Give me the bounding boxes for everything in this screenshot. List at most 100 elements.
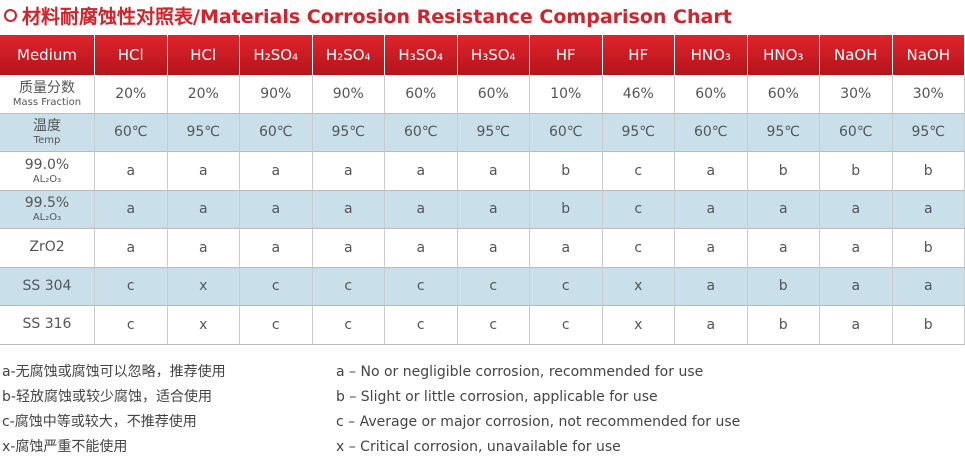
table-cell: a	[458, 191, 531, 230]
table-cell: x	[603, 268, 676, 307]
legend-item: a – No or negligible corrosion, recommen…	[336, 360, 740, 385]
table-cell: b	[530, 152, 603, 191]
header-cell: Medium	[0, 35, 95, 75]
table-cell: a	[240, 191, 313, 230]
table-cell: x	[603, 306, 676, 345]
table-cell: a	[820, 191, 893, 230]
table-cell: x	[168, 268, 241, 307]
table-cell: a	[675, 191, 748, 230]
legend-item: a-无腐蚀或腐蚀可以忽略，推荐使用	[2, 360, 226, 385]
table-cell: a	[820, 229, 893, 268]
table-cell: a	[748, 191, 821, 230]
table-cell: a	[820, 268, 893, 307]
table-cell: b	[893, 306, 965, 345]
table-cell: b	[748, 306, 821, 345]
table-cell: 90%	[240, 75, 313, 114]
table-cell: a	[893, 191, 965, 230]
table-cell: 95℃	[313, 114, 386, 153]
header-cell: HCl	[168, 35, 241, 75]
row-sublabel: Temp	[34, 135, 61, 146]
table-cell: 60℃	[820, 114, 893, 153]
table-cell: a	[168, 229, 241, 268]
table-cell: c	[603, 191, 676, 230]
row-label: ZrO2	[29, 239, 64, 256]
table-cell: 95℃	[893, 114, 965, 153]
header-cell: NaOH	[893, 35, 965, 75]
header-cell: HCl	[95, 35, 168, 75]
table-cell: c	[603, 152, 676, 191]
table-cell: a	[748, 229, 821, 268]
table-cell: a	[385, 229, 458, 268]
legend-item: c-腐蚀中等或较大，不推荐使用	[2, 410, 226, 435]
table-cell: b	[893, 229, 965, 268]
table-cell: a	[95, 152, 168, 191]
header-cell: H₂SO₄	[240, 35, 313, 75]
row-label: SS 316	[23, 316, 72, 333]
table-cell: 95℃	[458, 114, 531, 153]
header-cell: H₃SO₄	[458, 35, 531, 75]
row-label: 质量分数	[19, 80, 75, 97]
row-label-cell: 99.0%AL₂O₃	[0, 152, 95, 191]
table-cell: c	[240, 268, 313, 307]
table-cell: a	[675, 152, 748, 191]
legend-item: x-腐蚀严重不能使用	[2, 435, 226, 460]
table-cell: 60℃	[240, 114, 313, 153]
table-cell: 60%	[748, 75, 821, 114]
table-cell: 60%	[675, 75, 748, 114]
row-label-cell: ZrO2	[0, 229, 95, 268]
table-cell: c	[95, 268, 168, 307]
table-cell: c	[530, 268, 603, 307]
table-cell: 46%	[603, 75, 676, 114]
table-cell: 60%	[458, 75, 531, 114]
table-cell: a	[168, 152, 241, 191]
table-cell: 60℃	[385, 114, 458, 153]
table-cell: 60℃	[530, 114, 603, 153]
title-icon	[4, 9, 17, 22]
table-cell: a	[820, 306, 893, 345]
legend-english: a – No or negligible corrosion, recommen…	[336, 360, 740, 460]
table-cell: a	[893, 268, 965, 307]
table-cell: c	[530, 306, 603, 345]
legend-item: b-轻放腐蚀或较少腐蚀，适合使用	[2, 385, 226, 410]
header-cell: H₂SO₄	[313, 35, 386, 75]
table-cell: c	[95, 306, 168, 345]
table-cell: a	[313, 152, 386, 191]
table-cell: a	[313, 229, 386, 268]
table-cell: a	[458, 152, 531, 191]
row-label-cell: SS 304	[0, 268, 95, 307]
table-cell: a	[675, 268, 748, 307]
row-label: 99.5%	[25, 195, 69, 212]
table-cell: a	[385, 152, 458, 191]
row-sublabel: AL₂O₃	[33, 212, 61, 223]
table-cell: 95℃	[603, 114, 676, 153]
table-cell: a	[95, 191, 168, 230]
table-cell: 10%	[530, 75, 603, 114]
table-cell: c	[313, 306, 386, 345]
table-cell: 30%	[820, 75, 893, 114]
row-label: SS 304	[23, 278, 72, 295]
table-cell: c	[458, 306, 531, 345]
table-cell: 20%	[168, 75, 241, 114]
table-cell: a	[675, 229, 748, 268]
header-cell: HNO₃	[748, 35, 821, 75]
legend-item: x – Critical corrosion, unavailable for …	[336, 435, 740, 460]
legend-item: c – Average or major corrosion, not reco…	[336, 410, 740, 435]
table-cell: x	[168, 306, 241, 345]
header-cell: HNO₃	[675, 35, 748, 75]
table-cell: a	[530, 229, 603, 268]
table-cell: b	[820, 152, 893, 191]
table-cell: a	[240, 152, 313, 191]
row-label-cell: SS 316	[0, 306, 95, 345]
title-bar: 材料耐腐蚀性对照表/Materials Corrosion Resistance…	[4, 2, 732, 28]
table-cell: 60%	[385, 75, 458, 114]
row-label-cell: 99.5%AL₂O₃	[0, 191, 95, 230]
row-sublabel: AL₂O₃	[33, 174, 61, 185]
table-cell: a	[168, 191, 241, 230]
table-cell: c	[385, 306, 458, 345]
table-cell: a	[458, 229, 531, 268]
